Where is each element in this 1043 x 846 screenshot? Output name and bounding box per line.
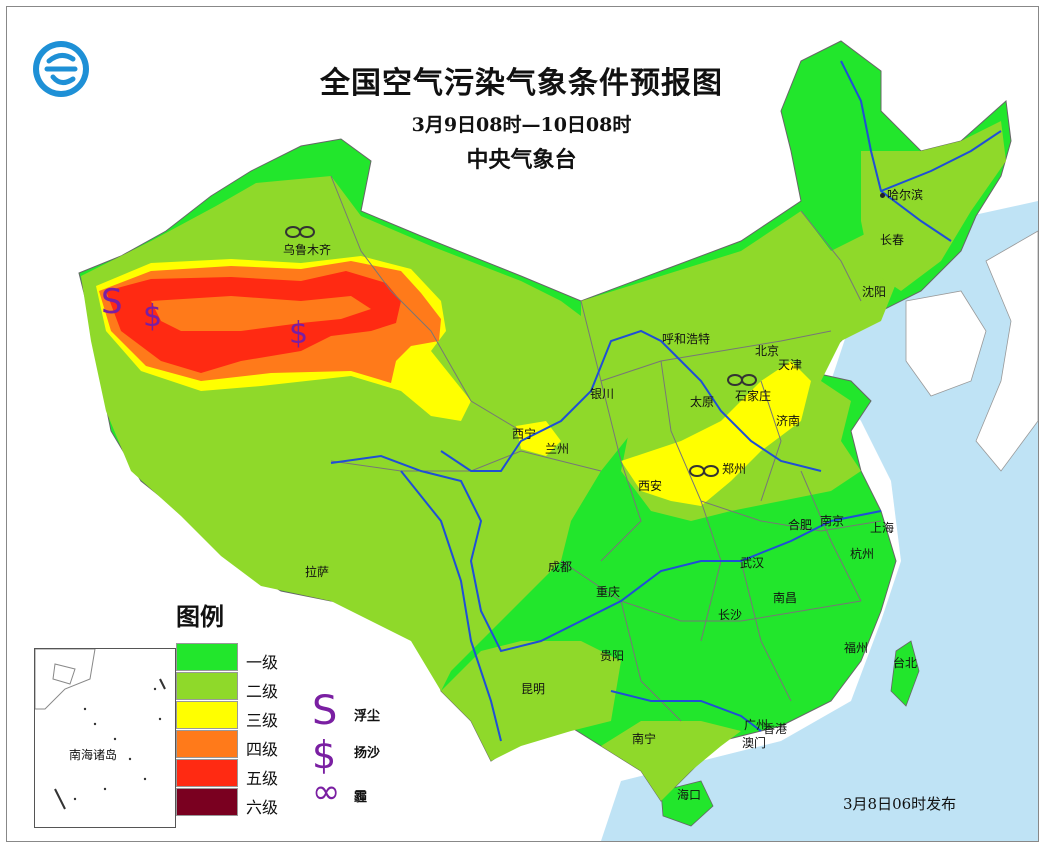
blowing-sand-icon: $: [143, 299, 162, 334]
province-boundaries: [330, 175, 882, 722]
city-label: 乌鲁木齐: [283, 243, 332, 257]
city-label: 成都: [548, 560, 573, 574]
floating-dust-icon: S: [101, 282, 123, 322]
city-label: 兰州: [545, 442, 570, 456]
legend-symbol-label-sand: 扬沙: [354, 746, 381, 761]
haze-icon: [285, 226, 315, 238]
issuer: 中央气象台: [466, 148, 577, 173]
legend-swatch-level6: [176, 788, 238, 816]
legend-swatch-level3: [176, 701, 238, 729]
haze-icon: [689, 465, 719, 477]
legend-title: 图例: [176, 603, 224, 631]
level3-gansu: [516, 421, 561, 456]
issue-time: 3月8日06时发布: [843, 795, 957, 813]
weather-symbols: S $ $: [101, 226, 757, 477]
legend-swatch-level2: [176, 672, 238, 700]
legend-label-level6: 六级: [246, 798, 279, 817]
taiwan-island: [890, 640, 920, 707]
city-label: 济南: [776, 414, 801, 428]
city-label: 北京: [755, 344, 780, 358]
city-label: 香港: [763, 722, 788, 736]
city-label: 贵阳: [600, 649, 625, 663]
cma-logo: [33, 41, 89, 97]
city-label: 澳门: [742, 736, 767, 750]
city-label: 南京: [820, 514, 845, 528]
city-label: 天津: [778, 358, 803, 372]
city-label: 福州: [844, 641, 869, 655]
legend-label-level4: 四级: [246, 740, 279, 759]
city-label: 杭州: [850, 547, 875, 561]
city-label: 西宁: [512, 427, 537, 441]
south-china-sea-inset: 南海诸岛: [34, 648, 176, 828]
legend-symbol-label-dust: 浮尘: [354, 709, 381, 724]
legend-swatch-level4: [176, 730, 238, 758]
level2-south: [601, 721, 741, 801]
city-label: 沈阳: [862, 285, 887, 299]
pollution-map: S $ $: [78, 40, 1038, 841]
level2-northeast: [861, 121, 1006, 291]
blowing-sand-icon: $: [312, 733, 337, 777]
legend-swatch-level1: [176, 643, 238, 671]
city-label: 重庆: [596, 585, 621, 599]
city-label: 太原: [690, 395, 715, 409]
city-label: 台北: [893, 656, 918, 670]
legend-label-level1: 一级: [246, 653, 279, 672]
valid-period: 3月9日08时—10日08时: [411, 114, 632, 136]
city-label: 昆明: [521, 682, 546, 696]
inset-map: [35, 649, 166, 810]
level4-inner-band: [151, 296, 371, 331]
level2-southwest: [441, 641, 621, 761]
city-label: 郑州: [722, 462, 747, 476]
city-label: 哈尔滨: [880, 186, 923, 203]
city-label: 南昌: [773, 591, 798, 605]
city-label: 海口: [677, 788, 702, 802]
legend-symbol-label-haze: 霾: [354, 790, 368, 805]
city-label: 广州: [744, 718, 769, 732]
city-label: 西安: [638, 479, 663, 493]
city-label: 合肥: [788, 518, 813, 532]
hainan-island: [660, 780, 714, 827]
haze-icon: ∞: [312, 772, 341, 812]
korea-land: [905, 290, 987, 397]
city-label: 石家庄: [735, 389, 772, 403]
inset-label: 南海诸岛: [69, 748, 118, 762]
city-label: 呼和浩特: [662, 332, 711, 346]
floating-dust-icon: S: [312, 688, 338, 734]
rivers: [330, 60, 1002, 742]
city-label: 武汉: [740, 556, 765, 570]
city-label: 银川: [590, 387, 615, 401]
japan-land: [975, 230, 1038, 472]
city-label: 南宁: [632, 732, 657, 746]
city-label: 长春: [880, 233, 905, 247]
map-frame: S $ $ 南海诸岛: [6, 6, 1039, 842]
level3-central: [621, 361, 811, 506]
map-title: 全国空气污染气象条件预报图: [320, 66, 723, 101]
city-label: 拉萨: [305, 565, 330, 579]
blowing-sand-icon: $: [289, 316, 308, 351]
legend-label-level5: 五级: [246, 769, 279, 788]
city-label: 上海: [870, 521, 895, 535]
legend-label-level3: 三级: [246, 711, 279, 730]
city-label: 长沙: [718, 608, 743, 622]
legend-swatch-level5: [176, 759, 238, 787]
haze-icon: [727, 374, 757, 386]
legend-label-level2: 二级: [246, 682, 279, 701]
level2-north: [581, 211, 901, 521]
